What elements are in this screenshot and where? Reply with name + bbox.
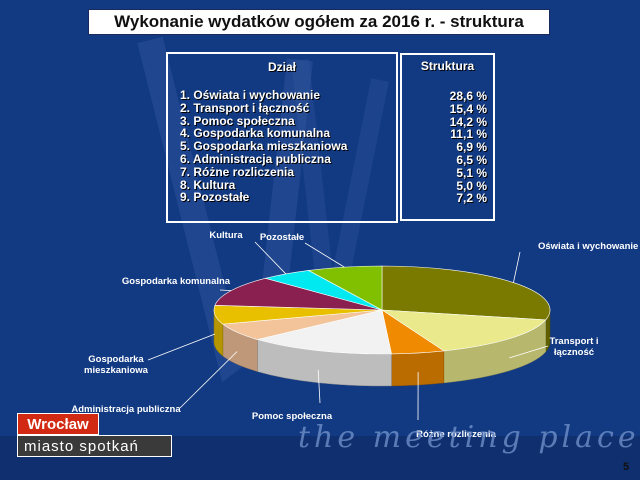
struktura-value: 5,0 % bbox=[456, 178, 487, 193]
dzial-panel: Dział 1. Oświata i wychowanie 2. Transpo… bbox=[166, 52, 398, 223]
struktura-value: 15,4 % bbox=[449, 101, 487, 116]
pie-slice-side bbox=[391, 350, 445, 387]
slice-label: Różne rozliczenia bbox=[416, 429, 496, 440]
struktura-value: 28,6 % bbox=[449, 89, 487, 103]
dzial-row: 2. Transport i łączność bbox=[180, 100, 310, 115]
struktura-value: 6,5 % bbox=[456, 152, 487, 167]
slice-label: Gospodarka mieszkaniowa bbox=[84, 354, 149, 376]
dzial-list: 1. Oświata i wychowanie 2. Transport i ł… bbox=[180, 89, 347, 204]
dzial-row: 1. Oświata i wychowanie bbox=[180, 88, 321, 102]
leader-line bbox=[219, 289, 232, 292]
dzial-row: 3. Pomoc społeczna bbox=[180, 113, 295, 128]
slice-label: Oświata i wychowanie bbox=[538, 241, 638, 252]
struktura-value: 6,9 % bbox=[456, 140, 487, 155]
dzial-row: 7. Różne rozliczenia bbox=[180, 164, 295, 179]
pie-slice bbox=[380, 309, 547, 352]
dzial-row: 8. Kultura bbox=[180, 177, 236, 192]
dzial-row: 4. Gospodarka komunalna bbox=[180, 126, 331, 141]
struktura-value: 11,1 % bbox=[450, 127, 487, 142]
logo-bottom: miasto spotkań bbox=[17, 435, 172, 457]
leader-line bbox=[304, 242, 345, 268]
slice-label: Pomoc społeczna bbox=[252, 411, 333, 422]
leader-line bbox=[513, 251, 521, 283]
slice-label: Administracja publiczna bbox=[71, 404, 181, 415]
leader-line bbox=[254, 241, 287, 275]
pie-slice bbox=[256, 309, 392, 355]
leader-line bbox=[317, 369, 321, 404]
pie-slice bbox=[307, 265, 383, 311]
struktura-header: Struktura bbox=[420, 59, 475, 73]
dzial-header: Dział bbox=[267, 60, 296, 74]
slice-label: Transport i łączność bbox=[549, 336, 598, 358]
wroclaw-logo: Wrocław miasto spotkań bbox=[17, 413, 172, 457]
leader-line bbox=[509, 345, 549, 359]
page-number: 5 bbox=[623, 461, 630, 473]
slice-label: Gospodarka komunalna bbox=[122, 276, 231, 287]
struktura-value: 5,1 % bbox=[456, 165, 487, 180]
dzial-row: 9. Pozostałe bbox=[180, 190, 250, 205]
slice-label: Pozostałe bbox=[260, 232, 304, 243]
struktura-list: 28,6 % 15,4 % 14,2 % 11,1 % 6,9 % 6,5 % … bbox=[450, 90, 487, 205]
dzial-row: 5. Gospodarka mieszkaniowa bbox=[180, 139, 348, 154]
slogan: the meeting place bbox=[298, 420, 640, 455]
struktura-value: 7,2 % bbox=[456, 191, 487, 206]
logo-top: Wrocław bbox=[17, 413, 99, 435]
pie-slice bbox=[214, 277, 383, 311]
struktura-value: 14,2 % bbox=[449, 114, 487, 129]
dzial-row: 6. Administracja publiczna bbox=[180, 151, 331, 166]
leader-line bbox=[179, 351, 238, 409]
struktura-panel: Struktura 28,6 % 15,4 % 14,2 % 11,1 % 6,… bbox=[400, 53, 495, 221]
page-title: Wykonanie wydatków ogółem za 2016 r. - s… bbox=[88, 9, 550, 35]
leader-line bbox=[147, 333, 216, 361]
slice-label: Kultura bbox=[209, 230, 243, 241]
